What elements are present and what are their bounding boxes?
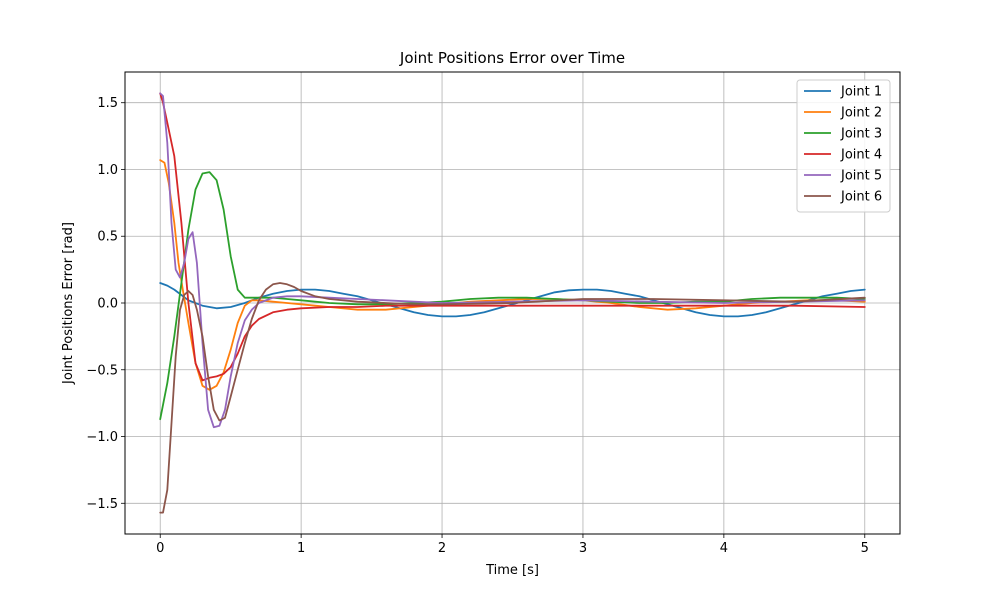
y-tick-label: 0.0 <box>97 297 118 312</box>
x-tick-label: 0 <box>156 541 164 556</box>
y-tick-label: 1.5 <box>97 96 118 111</box>
y-tick-label: −0.5 <box>86 363 118 378</box>
legend-label-joint-6: Joint 6 <box>840 190 882 205</box>
series-line-joint-4 <box>159 92 866 382</box>
y-tick-label: −1.5 <box>86 497 118 512</box>
x-tick-label: 2 <box>438 541 446 556</box>
series-line-joint-5 <box>159 92 866 429</box>
legend: Joint 1 Joint 2 Joint 3 Joint 4 Joint 5 Joint… <box>796 79 891 213</box>
x-tick-label: 3 <box>579 541 587 556</box>
legend-box <box>796 79 891 213</box>
x-tick-label: 5 <box>861 541 869 556</box>
chart-title: Joint Positions Error over Time <box>399 49 625 67</box>
series-line-joint-2 <box>159 159 866 391</box>
series-line-joint-6 <box>159 282 866 514</box>
axis-ticks: 0 1 2 3 4 5 −1.5 −1.0 −0.5 0.0 0.5 1.0 1.5 <box>86 96 868 556</box>
y-tick-label: −1.0 <box>86 430 118 445</box>
y-tick-label: 0.5 <box>97 230 118 245</box>
legend-label-joint-4: Joint 4 <box>840 148 882 163</box>
y-tick-label: 1.0 <box>97 163 118 178</box>
x-tick-label: 4 <box>720 541 728 556</box>
legend-label-joint-1: Joint 1 <box>840 85 882 100</box>
y-axis-label: Joint Positions Error [rad] <box>61 222 76 385</box>
legend-label-joint-2: Joint 2 <box>840 106 882 121</box>
series-lines <box>159 92 866 514</box>
x-tick-label: 1 <box>297 541 305 556</box>
legend-label-joint-3: Joint 3 <box>840 127 882 142</box>
legend-label-joint-5: Joint 5 <box>840 169 882 184</box>
x-axis-label: Time [s] <box>485 563 539 578</box>
